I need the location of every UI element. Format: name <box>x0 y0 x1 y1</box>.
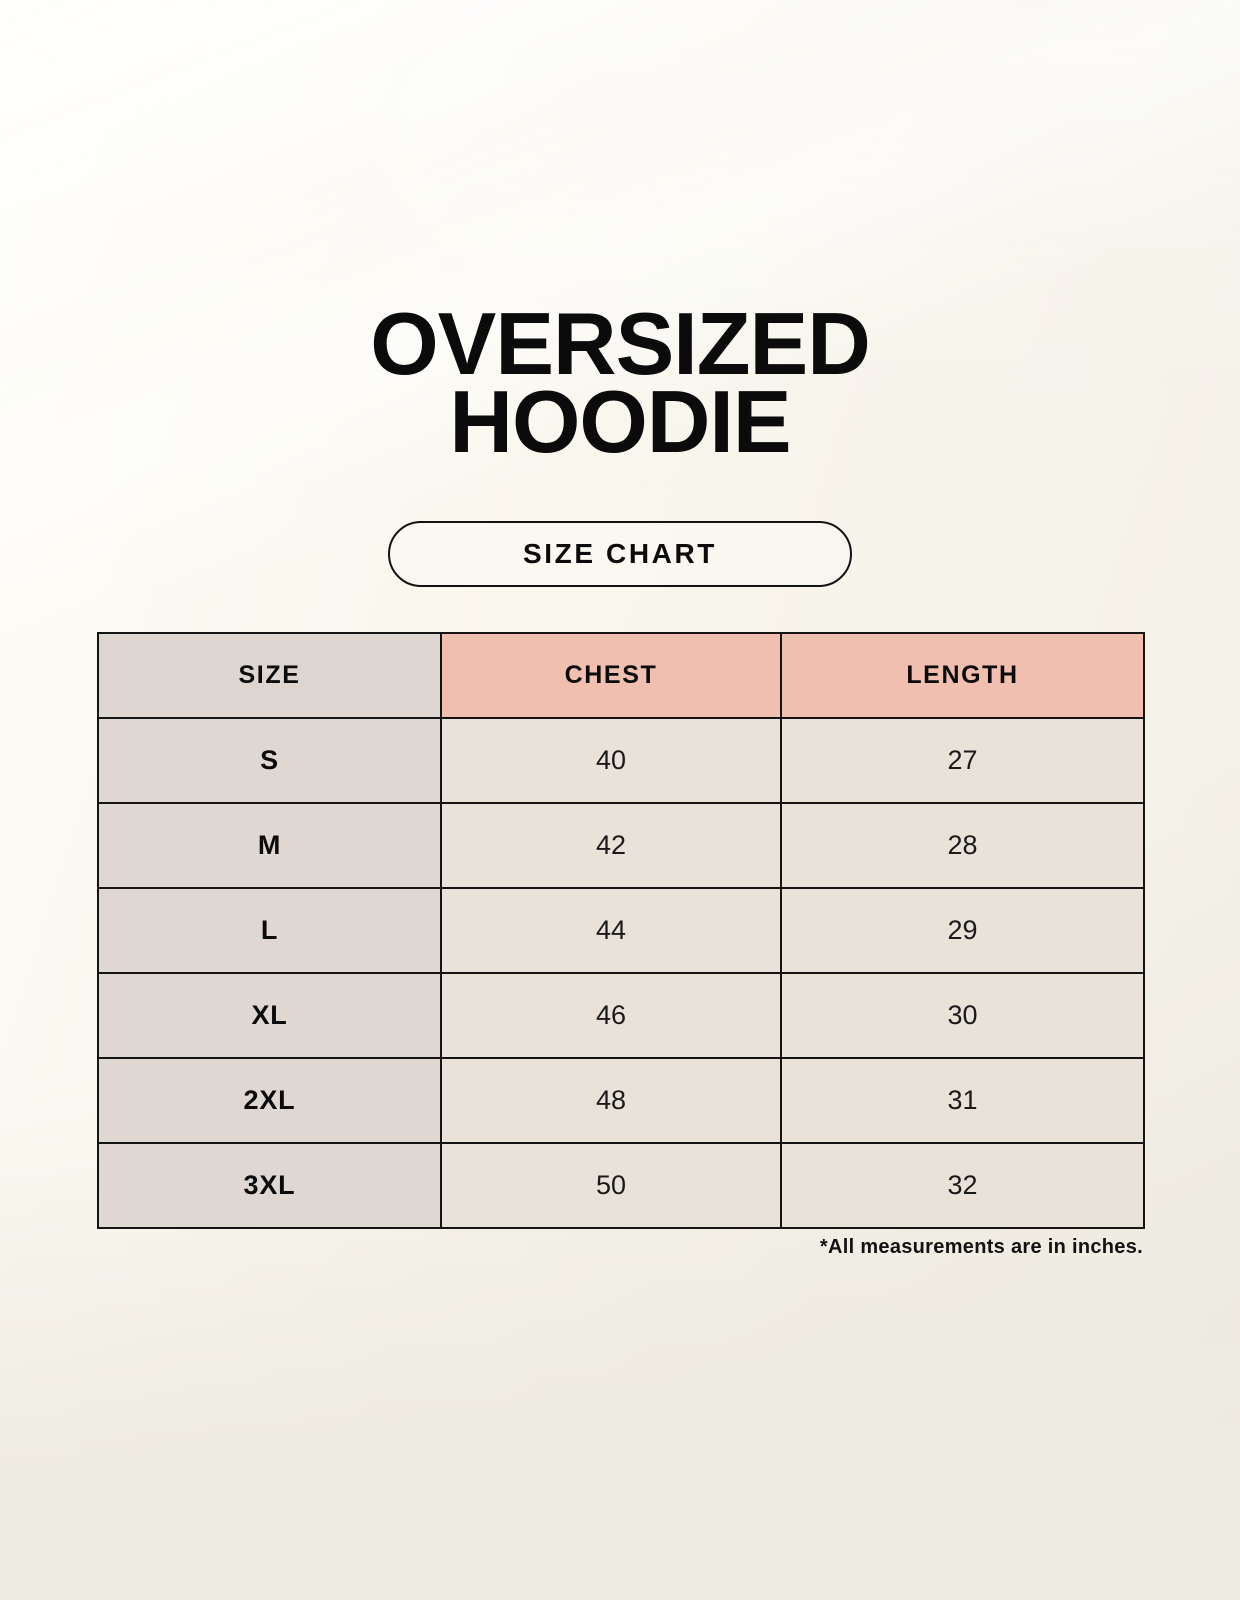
cell-chest: 40 <box>440 717 782 804</box>
cell-length: 32 <box>780 1142 1145 1229</box>
cell-size: M <box>97 802 442 889</box>
cell-size: 3XL <box>97 1142 442 1229</box>
table-row: L 44 29 <box>97 887 1145 974</box>
size-chart-badge-label: SIZE CHART <box>523 538 717 569</box>
size-table-body: S 40 27 M 42 28 L 44 29 XL 46 30 <box>97 717 1145 1229</box>
cell-chest: 50 <box>440 1142 782 1229</box>
cell-chest: 46 <box>440 972 782 1059</box>
cell-length: 29 <box>780 887 1145 974</box>
cell-size: 2XL <box>97 1057 442 1144</box>
table-row: 3XL 50 32 <box>97 1142 1145 1229</box>
measurement-units-note: *All measurements are in inches. <box>819 1236 1143 1258</box>
size-chart-badge: SIZE CHART <box>388 521 852 587</box>
cell-length: 31 <box>780 1057 1145 1144</box>
column-header-length: LENGTH <box>780 632 1145 719</box>
size-table-container: SIZE CHEST LENGTH S 40 27 M 42 28 L <box>97 632 1145 1229</box>
page-title-line-1: OVERSIZED <box>370 294 871 393</box>
table-row: 2XL 48 31 <box>97 1057 1145 1144</box>
cell-length: 27 <box>780 717 1145 804</box>
column-header-chest: CHEST <box>440 632 782 719</box>
cell-chest: 42 <box>440 802 782 889</box>
page-title: OVERSIZED HOODIE <box>0 294 1240 471</box>
cell-length: 28 <box>780 802 1145 889</box>
size-chart-badge-wrap: SIZE CHART <box>0 521 1240 587</box>
table-header-row: SIZE CHEST LENGTH <box>97 632 1145 719</box>
size-table: SIZE CHEST LENGTH S 40 27 M 42 28 L <box>97 632 1145 1229</box>
cell-chest: 44 <box>440 887 782 974</box>
size-table-head: SIZE CHEST LENGTH <box>97 632 1145 719</box>
cell-size: S <box>97 717 442 804</box>
cell-length: 30 <box>780 972 1145 1059</box>
cell-size: L <box>97 887 442 974</box>
column-header-size: SIZE <box>97 632 442 719</box>
table-row: XL 46 30 <box>97 972 1145 1059</box>
table-row: S 40 27 <box>97 717 1145 804</box>
table-row: M 42 28 <box>97 802 1145 889</box>
cell-chest: 48 <box>440 1057 782 1144</box>
cell-size: XL <box>97 972 442 1059</box>
page-title-line-2: HOODIE <box>449 372 791 471</box>
